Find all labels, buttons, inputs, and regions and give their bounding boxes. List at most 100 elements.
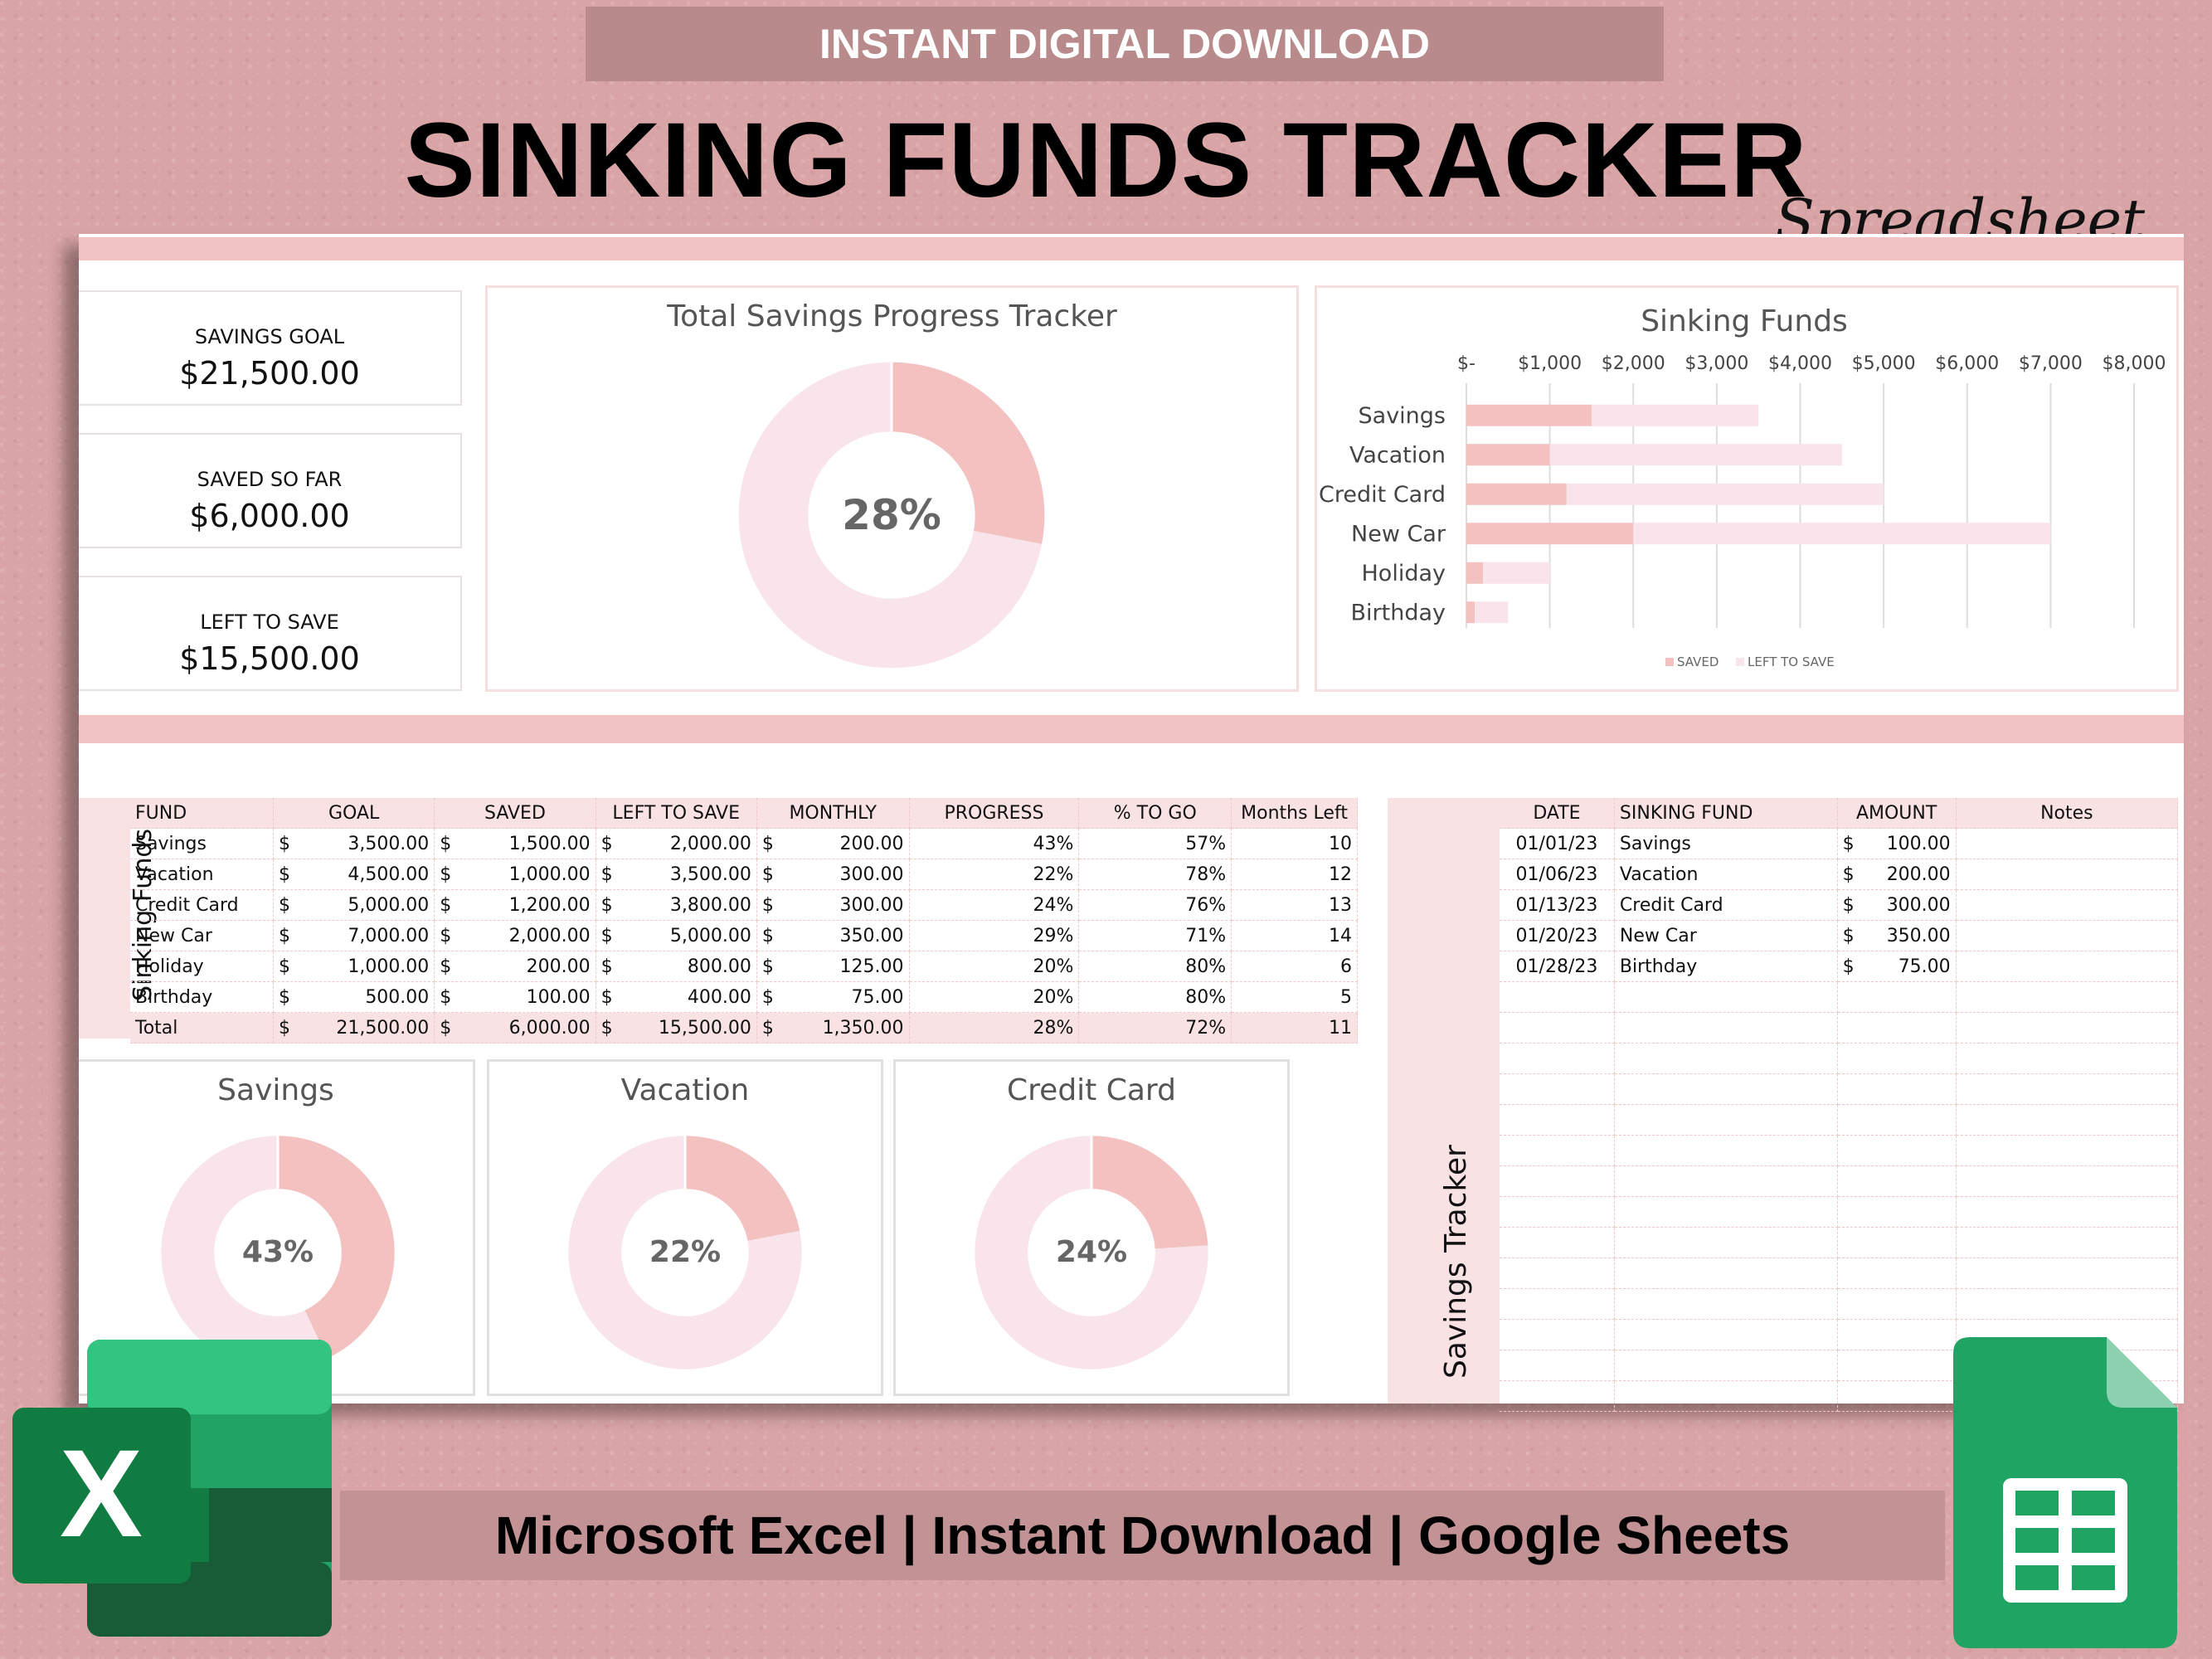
table-cell[interactable] — [1956, 1227, 2179, 1258]
table-cell[interactable] — [1837, 1073, 1957, 1105]
google-sheets-logo-icon[interactable] — [1953, 1337, 2177, 1648]
table-cell[interactable] — [1956, 889, 2179, 921]
table-cell[interactable] — [1837, 981, 1957, 1013]
table-cell[interactable] — [1614, 1043, 1838, 1074]
table-cell: 80% — [1078, 951, 1232, 982]
table-cell: 20% — [909, 981, 1080, 1013]
table-cell[interactable] — [1956, 920, 2179, 951]
table-cell[interactable] — [1956, 1196, 2179, 1228]
currency-symbol: $ — [440, 956, 452, 977]
table-cell[interactable]: Vacation — [1614, 859, 1838, 890]
table-row: Savings $3,500.00 $1,500.00 $2,000.00 $200.0… — [130, 828, 1358, 859]
table-cell[interactable] — [1500, 1227, 1615, 1258]
table-cell[interactable] — [1500, 1073, 1615, 1105]
table-cell[interactable] — [1500, 1350, 1615, 1381]
table-cell[interactable] — [1500, 1104, 1615, 1136]
table-cell[interactable] — [1956, 1104, 2179, 1136]
table-cell[interactable] — [1837, 1043, 1957, 1074]
table-cell: $1,350.00 — [756, 1012, 910, 1044]
table-cell[interactable]: New Car — [1614, 920, 1838, 951]
donut-percent: 43% — [241, 1235, 314, 1269]
table-cell[interactable] — [1500, 1012, 1615, 1044]
table-cell[interactable] — [1614, 1288, 1838, 1320]
table-cell[interactable] — [1614, 981, 1838, 1013]
table-cell[interactable] — [1614, 1380, 1838, 1412]
currency-symbol: $ — [279, 864, 291, 885]
table-cell[interactable] — [1500, 1135, 1615, 1166]
table-cell[interactable] — [1956, 1135, 2179, 1166]
table-cell[interactable] — [1837, 1012, 1957, 1044]
table-cell[interactable]: 01/28/23 — [1500, 951, 1615, 982]
table-cell[interactable] — [1956, 1073, 2179, 1105]
table-cell[interactable] — [1500, 1043, 1615, 1074]
table-cell[interactable] — [1614, 1350, 1838, 1381]
table-cell[interactable] — [1956, 1043, 2179, 1074]
table-cell[interactable] — [1837, 1135, 1957, 1166]
table-cell[interactable] — [1956, 951, 2179, 982]
table-cell[interactable] — [1837, 1104, 1957, 1136]
table-cell[interactable] — [1956, 1288, 2179, 1320]
table-cell: $6,000.00 — [434, 1012, 596, 1044]
table-cell[interactable]: $200.00 — [1837, 859, 1957, 890]
table-row-empty — [1500, 1227, 2179, 1258]
table-cell[interactable] — [1837, 1350, 1957, 1381]
currency-symbol: $ — [1842, 864, 1855, 885]
table-cell[interactable]: $350.00 — [1837, 920, 1957, 951]
table-cell[interactable] — [1614, 1165, 1838, 1197]
table-cell[interactable] — [1614, 1012, 1838, 1044]
table-cell[interactable] — [1837, 1165, 1957, 1197]
table-cell[interactable] — [1614, 1319, 1838, 1350]
table-cell[interactable] — [1956, 859, 2179, 890]
x-tick-label: $5,000 — [1852, 353, 1916, 374]
currency-symbol: $ — [761, 894, 774, 916]
table-cell[interactable] — [1837, 1196, 1957, 1228]
table-cell[interactable] — [1956, 828, 2179, 859]
table-cell: New Car — [130, 920, 275, 951]
table-cell[interactable] — [1614, 1227, 1838, 1258]
table-cell[interactable]: $75.00 — [1837, 951, 1957, 982]
table-cell[interactable] — [1614, 1135, 1838, 1166]
table-cell[interactable] — [1956, 981, 2179, 1013]
table-cell[interactable] — [1614, 1196, 1838, 1228]
table-cell[interactable]: $300.00 — [1837, 889, 1957, 921]
table-cell[interactable]: 01/20/23 — [1500, 920, 1615, 951]
table-cell[interactable] — [1500, 1196, 1615, 1228]
table-cell[interactable] — [1956, 1165, 2179, 1197]
table-cell[interactable] — [1500, 1165, 1615, 1197]
table-cell[interactable] — [1500, 1288, 1615, 1320]
table-cell[interactable] — [1837, 1319, 1957, 1350]
table-cell[interactable] — [1956, 1258, 2179, 1289]
table-cell[interactable]: Credit Card — [1614, 889, 1838, 921]
currency-symbol: $ — [600, 894, 613, 916]
table-cell[interactable] — [1837, 1288, 1957, 1320]
table-cell: Holiday — [130, 951, 275, 982]
table-cell[interactable] — [1837, 1258, 1957, 1289]
table-cell[interactable] — [1837, 1380, 1957, 1412]
table-cell: $3,800.00 — [596, 889, 757, 921]
table-cell[interactable]: 01/06/23 — [1500, 859, 1615, 890]
table-cell: Birthday — [130, 981, 275, 1013]
table-cell[interactable] — [1614, 1073, 1838, 1105]
column-header: Months Left — [1231, 798, 1358, 829]
table-cell[interactable]: Savings — [1614, 828, 1838, 859]
bar-left-to-save — [1633, 523, 2051, 545]
x-tick-label: $8,000 — [2103, 353, 2166, 374]
table-cell[interactable] — [1500, 1380, 1615, 1412]
table-cell[interactable]: 01/13/23 — [1500, 889, 1615, 921]
table-cell[interactable]: Birthday — [1614, 951, 1838, 982]
table-cell[interactable] — [1500, 1319, 1615, 1350]
table-cell: $125.00 — [756, 951, 910, 982]
table-cell[interactable] — [1837, 1227, 1957, 1258]
column-header: PROGRESS — [909, 798, 1080, 829]
currency-symbol: $ — [761, 986, 774, 1008]
table-cell: 71% — [1078, 920, 1232, 951]
table-cell[interactable]: $100.00 — [1837, 828, 1957, 859]
excel-logo-icon[interactable]: X — [12, 1337, 336, 1640]
table-cell[interactable]: 01/01/23 — [1500, 828, 1615, 859]
table-cell[interactable] — [1614, 1104, 1838, 1136]
table-cell[interactable] — [1956, 1012, 2179, 1044]
table-cell[interactable] — [1500, 981, 1615, 1013]
table-cell[interactable] — [1500, 1258, 1615, 1289]
column-header: DATE — [1500, 798, 1615, 829]
table-cell[interactable] — [1614, 1258, 1838, 1289]
